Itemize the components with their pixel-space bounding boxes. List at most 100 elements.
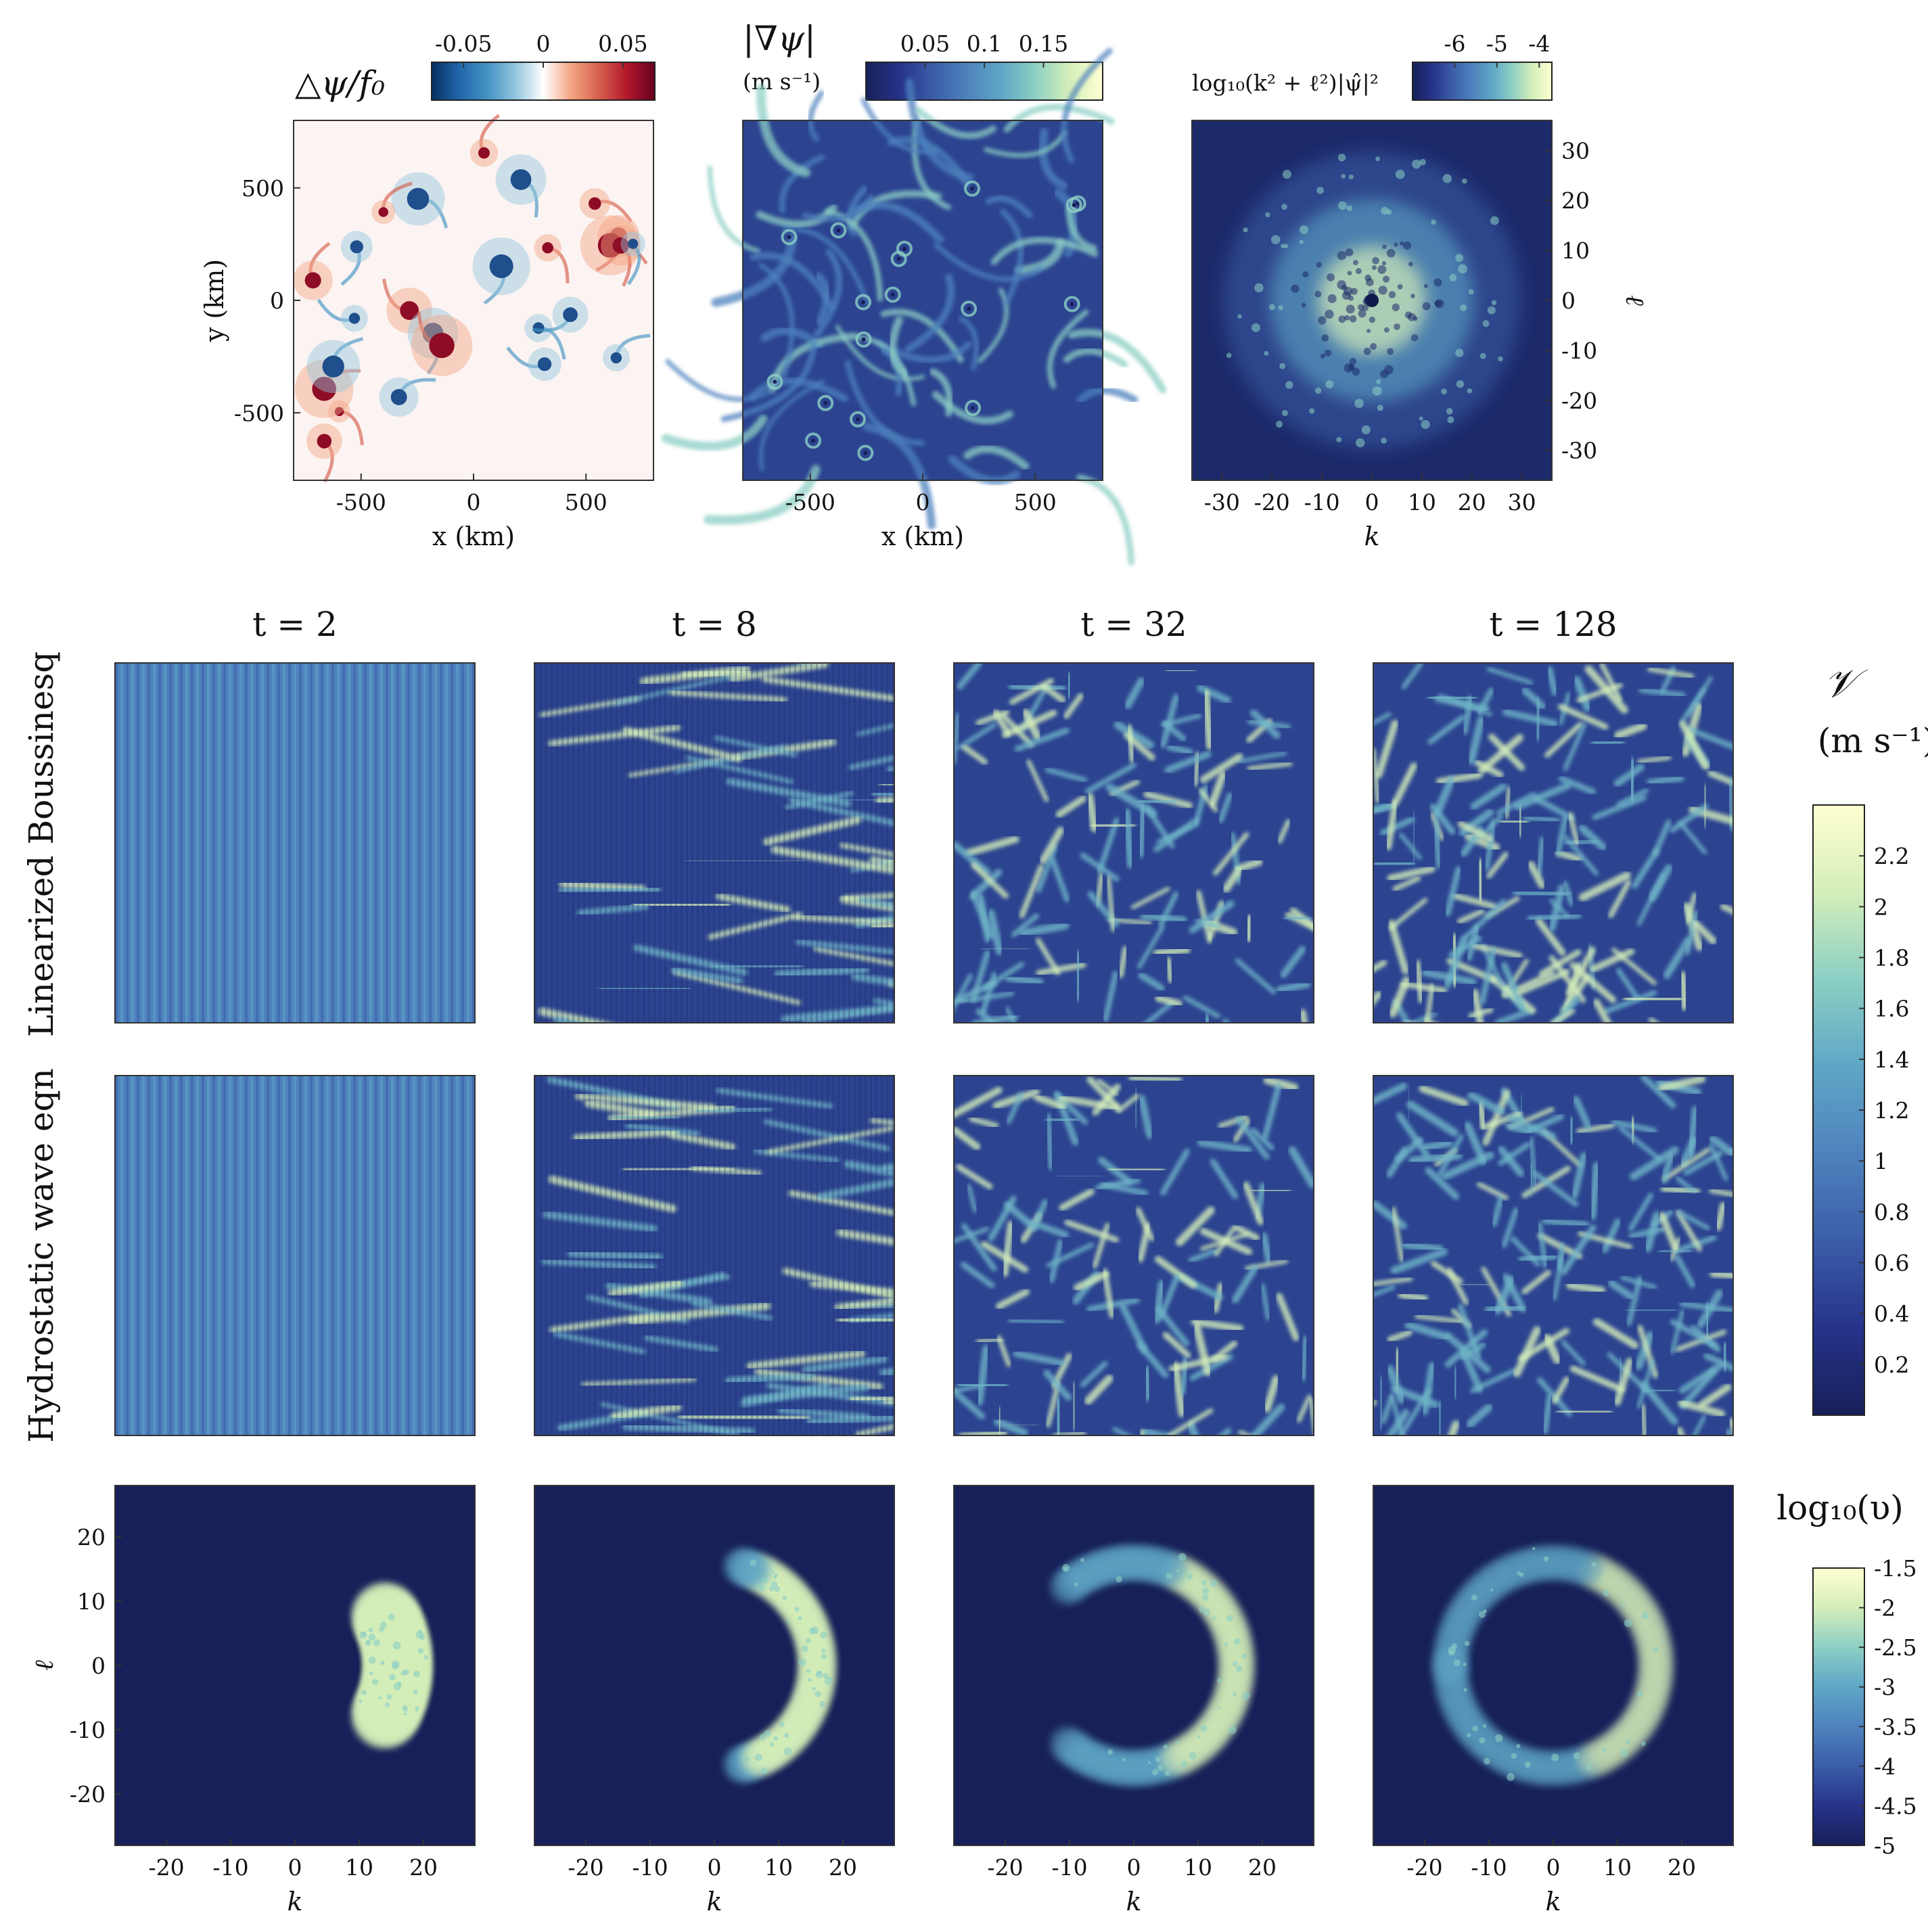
wave-crest [272,1076,275,1435]
spectrum-speckle [1338,315,1346,323]
wave-packet [785,791,854,810]
spectrum-speckle [1235,1665,1243,1672]
wave-crest [440,1076,442,1435]
time-headers: t = 2 t = 8 t = 32 t = 128 [252,605,1617,644]
wave-packet [788,1190,894,1216]
spectrum-y-tick-label: 30 [1561,137,1590,164]
speed-vortex-ring [855,331,872,348]
wave-crest [212,663,215,1023]
wave-packet [538,1007,612,1023]
wave-crest [827,663,829,1023]
wave-packet [1373,1082,1408,1105]
wave-packet [1670,1310,1684,1354]
wave-packet [1516,969,1570,996]
wave-packet [960,1262,995,1289]
wave-packet [1590,738,1625,748]
wave-packet [1557,704,1609,730]
wave-packet [1041,683,1066,704]
wave-packet [1045,1113,1054,1170]
wave-packet [969,869,1003,900]
speed-filament [848,190,942,230]
wave-packet [1663,937,1692,979]
wave-packet [1448,935,1482,959]
wave-crest [686,1076,688,1435]
wave-packet [553,1016,584,1023]
spectrum-y-ticks: 30 20 10 0 -10 -20 -30 [1545,137,1597,464]
wave-packet [695,1106,773,1114]
spectrum-speckle [1661,1639,1665,1642]
time-label-32: t = 32 [1080,605,1187,644]
speed-vortex-core [861,337,866,342]
vorticity-colorbar-ticks: -0.05 0 0.05 [435,30,648,68]
wave-panel-frame [114,1075,476,1436]
wave-packet [996,1288,1030,1310]
spectrum-speckle [1603,1590,1609,1596]
wave-packet [844,1159,894,1178]
spectrum-x-tick-label: -10 [1471,1854,1507,1881]
spectrum-speckle [1395,169,1405,179]
vorticity-core [348,313,361,324]
spectrum-y-tick-label: -20 [70,1781,106,1808]
wave-crest [572,1076,574,1435]
speed-filament [704,465,821,525]
wave-packet [1427,693,1477,702]
spectrum-speckle [1201,1587,1210,1595]
wave-packet [1421,1139,1453,1152]
wave-packet [1124,732,1155,761]
wave-crest [800,1076,802,1435]
wave-crest [131,663,134,1023]
wave-packet [1444,1329,1488,1368]
spectrum-speckle [1532,1546,1536,1550]
wave-packet [954,842,991,876]
wave-crest [423,663,426,1023]
spectrum-speckle [1229,1726,1237,1734]
cbar-tick-label: -4.5 [1874,1793,1917,1819]
wave-packet [1074,1270,1109,1291]
speed-filament [984,130,1068,158]
wave-crest [250,663,253,1023]
wave-crest [659,1076,661,1435]
speed-filament [814,248,843,338]
spectrum-speckle [820,1631,827,1639]
wave-packet [1189,900,1235,934]
wave-packet [1222,1018,1230,1023]
speed-filament [959,316,979,371]
wave-packet [1686,676,1713,717]
spectrum-speckle [1625,1739,1631,1745]
spectrum-speckle [1482,320,1490,327]
wave-crest [256,663,258,1023]
vorticity-xlabel: x (km) [432,522,515,551]
wave-packet [766,1126,894,1155]
wave-packet [1588,1162,1601,1220]
wave-crest [740,663,742,1023]
panel-vorticity: △ψ/f₀ -0.05 0 0.05 -500 0 500 500 0 -500 x (km… [200,30,656,551]
wave-packet [992,1088,1040,1109]
speed-vortex-core [890,292,895,297]
spectrum-y-tick-label: -10 [1561,338,1597,364]
wave-packet [1567,812,1580,846]
wave-packet [1522,814,1560,823]
wave-crest [740,1076,742,1435]
spectrum-x-tick-label: -20 [1406,1854,1442,1881]
wave-packet [1218,792,1233,823]
wave-packet [1678,1399,1726,1418]
wave-crest [892,663,894,1023]
wave-packet [1034,1093,1067,1111]
wave-crest [218,663,221,1023]
wave-panel-frame [1373,1075,1734,1436]
wave-crest [583,663,585,1023]
wave-crest [304,1076,307,1435]
wave-packet [1143,1001,1174,1023]
wave-packet [1484,819,1496,871]
wave-crest [142,663,145,1023]
spectrum-speckle [400,1670,407,1676]
wave-crest [756,1076,758,1435]
spectrum-speckle [1325,380,1334,389]
speed-vortex-core [896,256,901,261]
spectrum-speckle [1458,264,1468,274]
wave-spectrum-colorbar-group: log₁₀(υ) -1.5 -2 -2.5 -3 -3.5 -4 -4.5 -5 [1776,1488,1916,1859]
wave-crest [545,663,547,1023]
spectrum-panel-bg [534,1486,894,1845]
spectrum-speckle [821,1653,827,1659]
spectrum-speckle [1164,1770,1170,1776]
